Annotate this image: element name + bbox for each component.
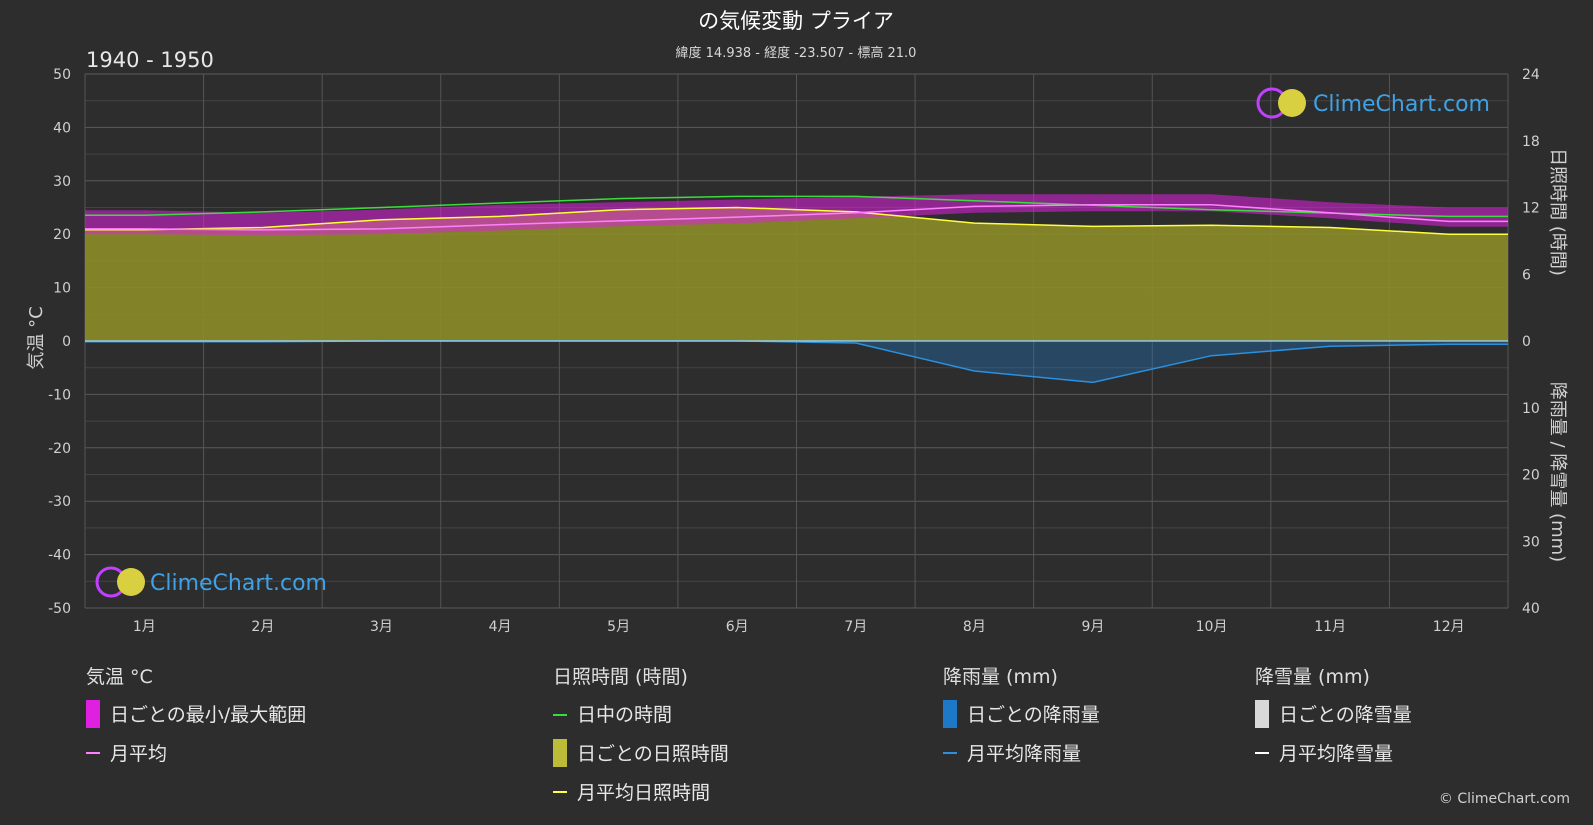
legend-heading-sunshine: 日照時間 (時間) [553,666,688,688]
right-tick-label-precip: 20 [1522,468,1540,484]
legend-sunshine: 日照時間 (時間) 日中の時間 日ごとの日照時間 月平均日照時間 [553,666,729,804]
legend-rain: 降雨量 (mm) 日ごとの降雨量 月平均降雨量 [943,666,1100,765]
x-tick-label: 10月 [1196,619,1228,635]
legend-item-rain-avg: 月平均降雨量 [967,743,1081,765]
legend-swatch-snow-daily [1255,700,1269,728]
sunshine-fill [85,207,1508,341]
x-tick-label: 5月 [607,619,630,635]
legend-item-temp-range: 日ごとの最小/最大範囲 [110,704,306,726]
right-tick-label-sunshine: 24 [1522,67,1540,83]
legend-heading-rain: 降雨量 (mm) [943,666,1058,688]
left-tick-label: 20 [53,227,71,243]
legend: 気温 °C 日ごとの最小/最大範囲 月平均 日照時間 (時間) 日中の時間 日ご… [86,666,1412,804]
x-tick-label: 2月 [251,619,274,635]
legend-swatch-sunshine-daily [553,739,567,767]
series-lines [85,195,1508,384]
left-tick-label: 10 [53,281,71,297]
right-tick-label-sunshine: 0 [1522,334,1531,350]
x-tick-label: 1月 [133,619,156,635]
left-tick-label: 30 [53,174,71,190]
x-tick-label: 12月 [1433,619,1465,635]
right-tick-label-sunshine: 18 [1522,134,1540,150]
period-label: 1940 - 1950 [86,48,214,72]
left-axis-label: 気温 °C [26,306,47,369]
legend-swatch-temp-range [86,700,100,728]
chart-subtitle: 緯度 14.938 - 経度 -23.507 - 標高 21.0 [676,45,917,61]
left-tick-label: -50 [48,601,71,617]
daylight-line [85,195,1508,218]
logo-sun-icon [117,568,145,596]
right-tick-label-precip: 30 [1522,534,1540,550]
x-tick-label: 6月 [726,619,749,635]
x-tick-label: 3月 [370,619,393,635]
legend-snow: 降雪量 (mm) 日ごとの降雪量 月平均降雪量 [1255,666,1412,765]
left-tick-label: 0 [62,334,71,350]
left-tick-label: -40 [48,548,71,564]
legend-swatch-rain-daily [943,700,957,728]
x-tick-label: 4月 [489,619,512,635]
x-tick-label: 7月 [844,619,867,635]
right-tick-label-sunshine: 12 [1522,201,1540,217]
legend-item-snow-avg: 月平均降雪量 [1279,743,1393,765]
right-axis-label-precip: 降雨量 / 降雪量 (mm) [1547,382,1568,562]
brand-logo-top: ClimeChart.com [1256,87,1490,119]
sunshine-area [85,207,1508,341]
x-tick-label: 11月 [1314,619,1346,635]
legend-item-sunshine-avg: 月平均日照時間 [577,782,710,804]
legend-item-daylight: 日中の時間 [577,704,672,726]
chart-title: の気候変動 プライア [698,9,894,33]
rain-fill [85,341,1508,383]
legend-heading-temperature: 気温 °C [86,666,153,688]
legend-item-snow-daily: 日ごとの降雪量 [1279,704,1412,726]
legend-item-rain-daily: 日ごとの降雨量 [967,704,1100,726]
legend-item-temp-avg: 月平均 [110,743,167,765]
temp-avg-line [85,204,1508,231]
right-tick-label-precip: 10 [1522,401,1540,417]
x-tick-label: 9月 [1081,619,1104,635]
legend-temperature: 気温 °C 日ごとの最小/最大範囲 月平均 [86,666,306,765]
left-tick-label: 40 [53,120,71,136]
axis-ticks: 50 40 30 20 10 0 -10 -20 -30 -40 -50 24 18 12 6 0 10 20 30… [48,67,1540,635]
left-tick-label: -20 [48,441,71,457]
brand-logo-bottom: ClimeChart.com [95,566,327,598]
rain-area [85,341,1508,383]
brand-name-top: ClimeChart.com [1313,92,1490,117]
right-tick-label-sunshine: 6 [1522,267,1531,283]
brand-name-bottom: ClimeChart.com [150,571,327,596]
left-tick-label: 50 [53,67,71,83]
logo-sun-icon [1278,89,1306,117]
legend-heading-snow: 降雪量 (mm) [1255,666,1370,688]
right-tick-label-precip: 40 [1522,601,1540,617]
left-tick-label: -10 [48,387,71,403]
legend-item-sunshine-daily: 日ごとの日照時間 [577,743,729,765]
left-tick-label: -30 [48,494,71,510]
copyright: © ClimeChart.com [1439,791,1570,807]
right-axis-label-sunshine: 日照時間 (時間) [1547,148,1568,276]
sunshine-avg-line [85,206,1508,235]
x-tick-label: 8月 [963,619,986,635]
